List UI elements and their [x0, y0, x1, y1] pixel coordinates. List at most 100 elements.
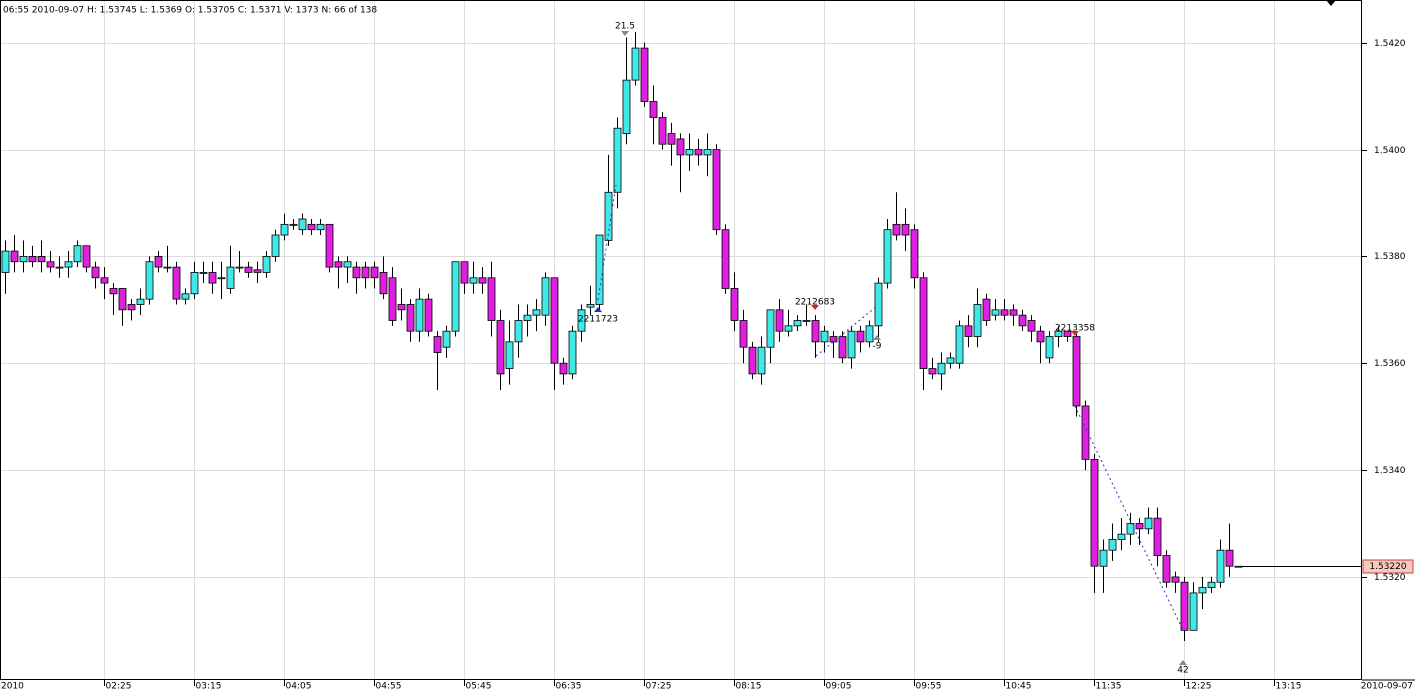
candle-body — [208, 272, 217, 284]
scroll-marker — [1326, 0, 1336, 6]
candle-body — [469, 277, 478, 284]
candle-body — [73, 245, 82, 263]
candle-body — [739, 320, 748, 348]
candle-body — [352, 266, 361, 279]
zigzag-line — [1074, 405, 1184, 631]
annotation-label: 21.5 — [615, 22, 635, 32]
plot-border — [0, 0, 1362, 680]
candle-body — [586, 304, 595, 308]
x-start-label: 2010 — [1, 682, 24, 692]
candle-body — [1171, 576, 1180, 583]
candle-body — [757, 346, 766, 375]
candle-body — [676, 138, 685, 156]
candle-body — [217, 277, 226, 280]
candle-body — [289, 223, 298, 226]
candle-body — [577, 309, 586, 332]
candle-body — [1081, 405, 1090, 460]
candle-body — [190, 272, 199, 295]
candle-body — [307, 223, 316, 231]
candle-body — [964, 325, 973, 337]
candle-body — [604, 191, 613, 241]
candle-body — [145, 261, 154, 300]
candle-body — [658, 117, 667, 145]
candle-body — [280, 223, 289, 236]
candle-body — [136, 298, 145, 305]
candle-body — [856, 330, 865, 343]
candle-body — [28, 256, 37, 263]
candle-body — [478, 277, 487, 284]
x-tick-label: 10:45 — [1006, 682, 1032, 692]
y-tick-label: 1.5400 — [1374, 146, 1406, 156]
candle-body — [154, 256, 163, 268]
candle-body — [253, 269, 262, 273]
candle-body — [397, 304, 406, 311]
x-tick-label: 09:05 — [826, 682, 852, 692]
y-tick-label: 1.5380 — [1374, 252, 1406, 262]
x-tick-label: 04:05 — [286, 682, 312, 692]
candle-body — [199, 272, 208, 274]
candle-body — [1153, 517, 1162, 556]
x-tick-label: 09:55 — [916, 682, 942, 692]
candle-body — [721, 229, 730, 289]
candle-body — [1207, 581, 1216, 588]
candle-body — [235, 266, 244, 269]
candle-body — [1090, 458, 1099, 567]
candle-body — [802, 320, 811, 322]
candle-body — [766, 309, 775, 348]
candle-body — [784, 325, 793, 332]
candle-body — [541, 277, 550, 316]
x-tick-label: 12:25 — [1186, 682, 1212, 692]
candle-body — [685, 149, 694, 156]
candle-body — [1027, 320, 1036, 332]
x-tick-label: 06:35 — [556, 682, 582, 692]
candle-body — [1108, 539, 1117, 551]
candle-body — [568, 330, 577, 375]
candle-body — [10, 250, 19, 263]
annotation-label: 2212683 — [795, 298, 835, 308]
candle-body — [694, 149, 703, 156]
candle-body — [271, 234, 280, 257]
annotation-label: -9 — [873, 342, 882, 352]
candle-body — [883, 229, 892, 284]
candle-body — [163, 266, 172, 269]
candle-body — [946, 357, 955, 364]
x-tick-label: 08:15 — [736, 682, 762, 692]
candle-body — [955, 325, 964, 364]
candle-body — [640, 47, 649, 102]
candle-body — [649, 101, 658, 118]
candle-body — [370, 266, 379, 279]
candle-body — [19, 256, 28, 263]
annotation-marker — [594, 307, 602, 312]
candle-body — [730, 288, 739, 321]
candle-body — [811, 320, 820, 343]
candle-body — [316, 223, 325, 231]
candle-body — [631, 47, 640, 81]
candle-body — [1180, 581, 1189, 631]
candle-body — [1045, 336, 1054, 359]
candle-body — [64, 261, 73, 268]
candle-body — [109, 288, 118, 295]
y-tick-label: 1.5320 — [1374, 573, 1406, 583]
candle-body — [298, 218, 307, 231]
candle-body — [325, 223, 334, 268]
candle-body — [379, 272, 388, 295]
x-end-label: 2010-09-07 — [1361, 682, 1413, 692]
candle-body — [1126, 523, 1135, 535]
candle-body — [892, 223, 901, 236]
candle-body — [622, 79, 631, 134]
candle-body — [82, 245, 91, 268]
candle-body — [532, 309, 541, 316]
candle-body — [748, 346, 757, 375]
annotation-marker — [1071, 331, 1079, 336]
candle-body — [919, 277, 928, 369]
candle-body — [712, 149, 721, 231]
candle-body — [973, 304, 982, 337]
candle-body — [415, 298, 424, 332]
candle-body — [1117, 533, 1126, 540]
candle-body — [1036, 330, 1045, 343]
candle-body — [172, 266, 181, 300]
candle-body — [334, 261, 343, 268]
candle-body — [406, 304, 415, 332]
candle-body — [928, 368, 937, 375]
candle-body — [910, 229, 919, 279]
